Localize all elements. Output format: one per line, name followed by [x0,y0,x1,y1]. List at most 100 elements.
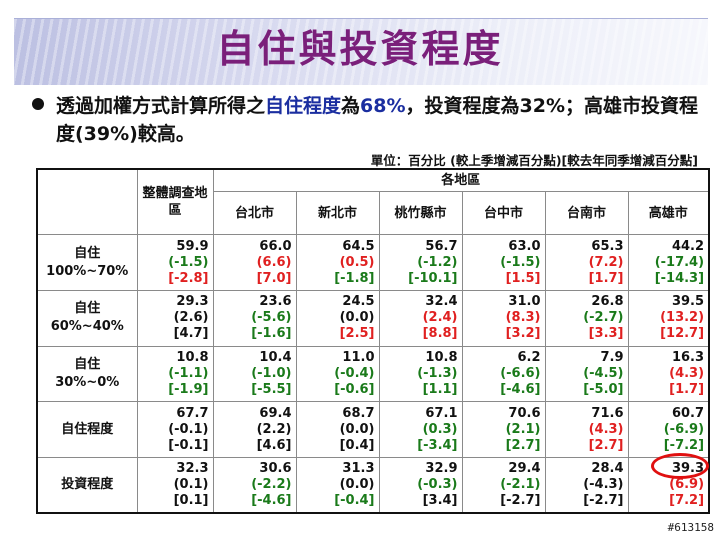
cell-year-change: [-4.6] [251,492,292,508]
cell-quarter-change: (7.2) [588,254,624,270]
table-cell: 30.6 (-2.2) [-4.6] [212,456,297,514]
table-cell: 28.4 (-4.3) [-2.7] [544,456,629,514]
cell-value: 66.0 [259,238,292,254]
table-cell: 10.8 (-1.1) [-1.9] [136,345,214,403]
cell-quarter-change: (0.0) [339,421,375,437]
title-banner [14,18,708,85]
row-label: 自住程度 [36,401,138,458]
cell-quarter-change: (4.3) [669,365,705,381]
cell-quarter-change: (-2.2) [251,476,292,492]
cell-value: 71.6 [591,405,624,421]
summary-highlight-percent: 68% [360,95,406,117]
cell-value: 69.4 [259,405,292,421]
cell-year-change: [3.2] [505,326,541,342]
table-cell: 32.4 (2.4) [8.8] [378,290,463,347]
cell-quarter-change: (-1.5) [168,254,209,270]
cell-quarter-change: (-4.5) [583,365,624,381]
table-row: 自住 30%~0% 10.8 (-1.1) [-1.9] 10.4 (-1.0) [-5.5… [36,345,710,403]
cell-year-change: [-3.4] [417,437,458,453]
cell-value: 67.1 [425,405,458,421]
cell-year-change: [-5.5] [251,381,292,397]
cell-year-change: [-1.9] [168,381,209,397]
header-city: 台南市 [544,191,629,236]
summary-bullet: 透過加權方式計算所得之自住程度為68%，投資程度為32%；高雄市投資程度(39%… [32,92,702,148]
cell-value: 10.8 [176,349,209,365]
cell-year-change: [-2.7] [583,492,624,508]
cell-value: 11.0 [342,349,375,365]
table-cell: 68.7 (0.0) [0.4] [295,401,380,458]
cell-quarter-change: (2.2) [256,421,292,437]
cell-quarter-change: (2.4) [422,310,458,326]
cell-year-change: [7.0] [256,270,292,286]
cell-quarter-change: (-17.4) [654,254,705,270]
cell-value: 31.3 [342,460,375,476]
table-cell: 32.9 (-0.3) [3.4] [378,456,463,514]
cell-quarter-change: (-1.2) [417,254,458,270]
cell-year-change: [-5.0] [583,381,624,397]
highlight-circle [651,453,709,479]
cell-year-change: [-0.6] [334,381,375,397]
table-cell: 64.5 (0.5) [-1.8] [295,234,380,292]
cell-value: 32.3 [176,460,209,476]
summary-text: 透過加權方式計算所得之自住程度為68%，投資程度為32%；高雄市投資程度(39%… [56,92,702,148]
cell-value: 44.2 [671,238,705,254]
table-row: 自住 100%~70% 59.9 (-1.5) [-2.8] 66.0 (6.6) [7.0… [36,234,710,292]
cell-value: 28.4 [591,460,624,476]
cell-value: 64.5 [342,238,375,254]
cell-year-change: [-2.7] [500,492,541,508]
table-cell: 67.1 (0.3) [-3.4] [378,401,463,458]
cell-value: 10.4 [259,349,292,365]
cell-value: 31.0 [508,294,541,310]
cell-value: 24.5 [342,294,375,310]
table-cell: 63.0 (-1.5) [1.5] [461,234,546,292]
cell-quarter-change: (-1.3) [417,365,458,381]
cell-quarter-change: (0.0) [339,310,375,326]
cell-value: 67.7 [176,405,209,421]
summary-part-3: ，投資程度為32%；高雄市投資程度(39%)較高。 [56,95,699,145]
cell-year-change: [-10.1] [408,270,458,286]
table-cell: 56.7 (-1.2) [-10.1] [378,234,463,292]
row-label: 自住 100%~70% [36,234,138,292]
table-row: 投資程度 32.3 (0.1) [0.1] 30.6 (-2.2) [-4.6] 31.3 (0… [36,456,710,514]
unit-note: 單位：百分比 (較上季增減百分點)[較去年同季增減百分點] [370,153,698,168]
cell-quarter-change: (-5.6) [251,310,292,326]
table-cell: 7.9 (-4.5) [-5.0] [544,345,629,403]
cell-quarter-change: (-1.1) [168,365,209,381]
cell-year-change: [1.5] [505,270,541,286]
cell-quarter-change: (-2.1) [500,476,541,492]
cell-year-change: [-2.8] [168,270,209,286]
header-city: 高雄市 [627,191,710,236]
table-cell: 29.3 (2.6) [4.7] [136,290,214,347]
table-cell: 29.4 (-2.1) [-2.7] [461,456,546,514]
cell-year-change: [2.7] [588,437,624,453]
table-cell: 59.9 (-1.5) [-2.8] [136,234,214,292]
cell-year-change: [-0.4] [334,492,375,508]
cell-quarter-change: (6.9) [669,476,705,492]
header-overall-label: 整體調查地區 [142,186,208,219]
cell-value: 23.6 [259,294,292,310]
table-cell: 6.2 (-6.6) [-4.6] [461,345,546,403]
row-label: 自住 60%~40% [36,290,138,347]
cell-year-change: [2.5] [339,326,375,342]
cell-year-change: [3.3] [588,326,624,342]
corner-cell [36,168,138,236]
cell-quarter-change: (0.5) [339,254,375,270]
slide-title: 自住與投資程度 [216,27,504,71]
cell-quarter-change: (13.2) [660,310,705,326]
cell-quarter-change: (2.6) [173,310,209,326]
cell-year-change: [7.2] [669,492,705,508]
cell-year-change: [2.7] [505,437,541,453]
cell-year-change: [3.4] [422,492,458,508]
cell-value: 60.7 [671,405,705,421]
cell-year-change: [-0.1] [168,437,209,453]
cell-value: 29.4 [508,460,541,476]
cell-year-change: [1.1] [422,381,458,397]
cell-value: 32.4 [425,294,458,310]
table-cell: 31.3 (0.0) [-0.4] [295,456,380,514]
table-row: 自住 60%~40% 29.3 (2.6) [4.7] 23.6 (-5.6) [-1.6]… [36,290,710,347]
cell-year-change: [-4.6] [500,381,541,397]
cell-quarter-change: (2.1) [505,421,541,437]
table-cell: 69.4 (2.2) [4.6] [212,401,297,458]
cell-value: 70.6 [508,405,541,421]
table-cell: 23.6 (-5.6) [-1.6] [212,290,297,347]
